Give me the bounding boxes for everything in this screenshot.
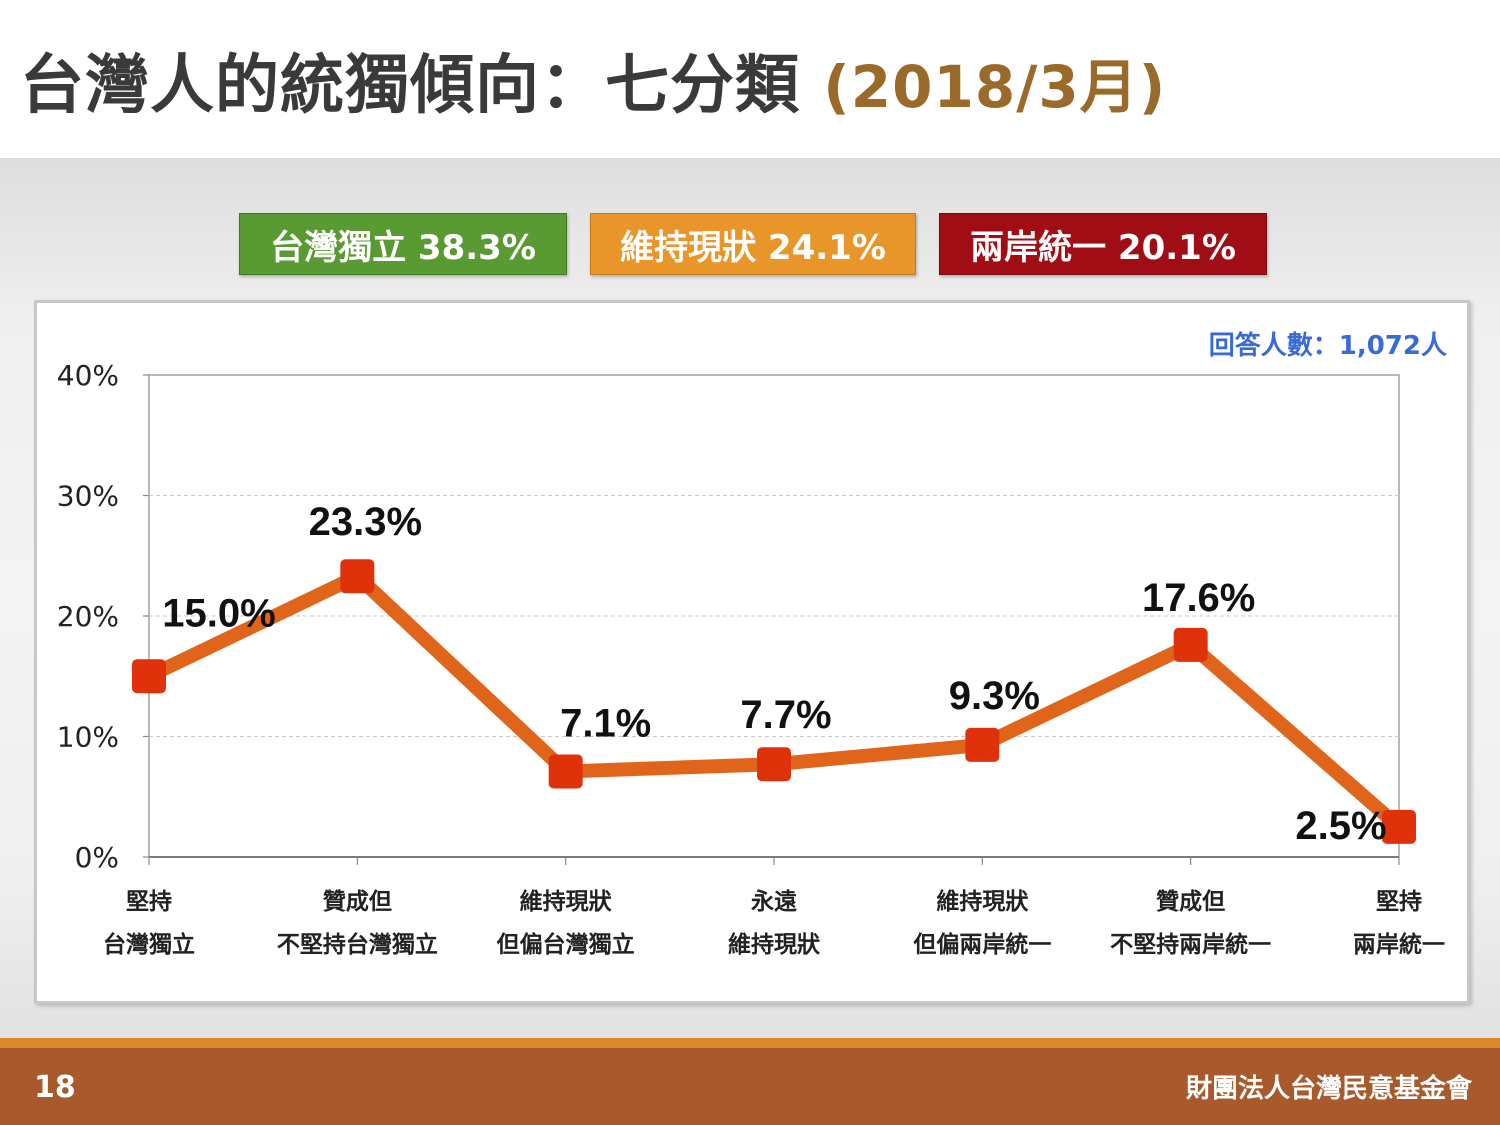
y-tick-label: 30% — [57, 480, 119, 513]
chart-frame: 回答人數：1,072人 0% 10% 20% 30% 40% 堅持台灣獨立 贊成但不堅持台灣… — [34, 300, 1470, 1004]
data-point-marker — [340, 559, 375, 594]
line-chart: 0%10%20%30%40%堅持台灣獨立贊成但不堅持台灣獨立維持現狀但偏台灣獨立… — [57, 359, 1445, 958]
x-tick-label: 堅持 — [1376, 889, 1422, 915]
x-tick-label: 永遠 — [751, 888, 797, 915]
organization-name: 財團法人台灣民意基金會 — [1185, 1074, 1472, 1104]
data-label: 7.7% — [740, 693, 831, 737]
badge-taiwan-independence: 台灣獨立 38.3% — [239, 213, 567, 275]
data-label: 15.0% — [162, 591, 275, 635]
y-tick-label: 0% — [75, 841, 119, 874]
x-tick-label: 維持現狀 — [936, 888, 1029, 915]
badge-unification: 兩岸統一 20.1% — [939, 213, 1267, 275]
title-date: (2018/3月) — [823, 53, 1167, 121]
data-point-marker — [757, 747, 791, 782]
data-label: 17.6% — [1142, 576, 1255, 620]
page-number: 18 — [34, 1070, 76, 1105]
badge-status-quo: 維持現狀 24.1% — [590, 213, 916, 275]
x-tick-label: 維持現狀 — [520, 888, 613, 915]
y-tick-label: 40% — [57, 359, 119, 392]
data-label: 9.3% — [949, 674, 1040, 718]
footer: 18 財團法人台灣民意基金會 — [0, 1048, 1500, 1125]
x-tick-label: 兩岸統一 — [1353, 931, 1445, 958]
data-point-marker — [1382, 809, 1416, 844]
x-tick-label: 贊成但 — [323, 889, 392, 915]
title-main: 台灣人的統獨傾向：七分類 — [20, 49, 800, 123]
respondents-count: 回答人數：1,072人 — [1208, 331, 1447, 361]
data-label: 23.3% — [309, 500, 422, 544]
data-point-marker — [965, 727, 1000, 762]
data-point-marker — [1173, 627, 1208, 662]
title-bar: 台灣人的統獨傾向：七分類 (2018/3月) — [0, 0, 1500, 158]
page-title: 台灣人的統獨傾向：七分類 (2018/3月) — [20, 34, 1166, 124]
data-label: 2.5% — [1295, 804, 1386, 848]
data-label: 7.1% — [560, 701, 651, 745]
x-tick-label: 但偏台灣獨立 — [497, 931, 635, 958]
data-point-marker — [548, 754, 583, 789]
x-tick-label: 台灣獨立 — [103, 931, 195, 958]
y-tick-label: 20% — [57, 600, 119, 633]
x-tick-label: 不堅持台灣獨立 — [277, 931, 438, 958]
x-tick-label: 但偏兩岸統一 — [913, 931, 1051, 958]
y-tick-label: 10% — [57, 721, 119, 754]
x-tick-label: 贊成但 — [1156, 889, 1225, 915]
footer-accent-line — [0, 1038, 1500, 1048]
x-tick-label: 堅持 — [126, 889, 172, 915]
data-point-marker — [132, 659, 166, 694]
x-tick-label: 不堅持兩岸統一 — [1110, 931, 1271, 958]
x-tick-label: 維持現狀 — [728, 931, 821, 958]
